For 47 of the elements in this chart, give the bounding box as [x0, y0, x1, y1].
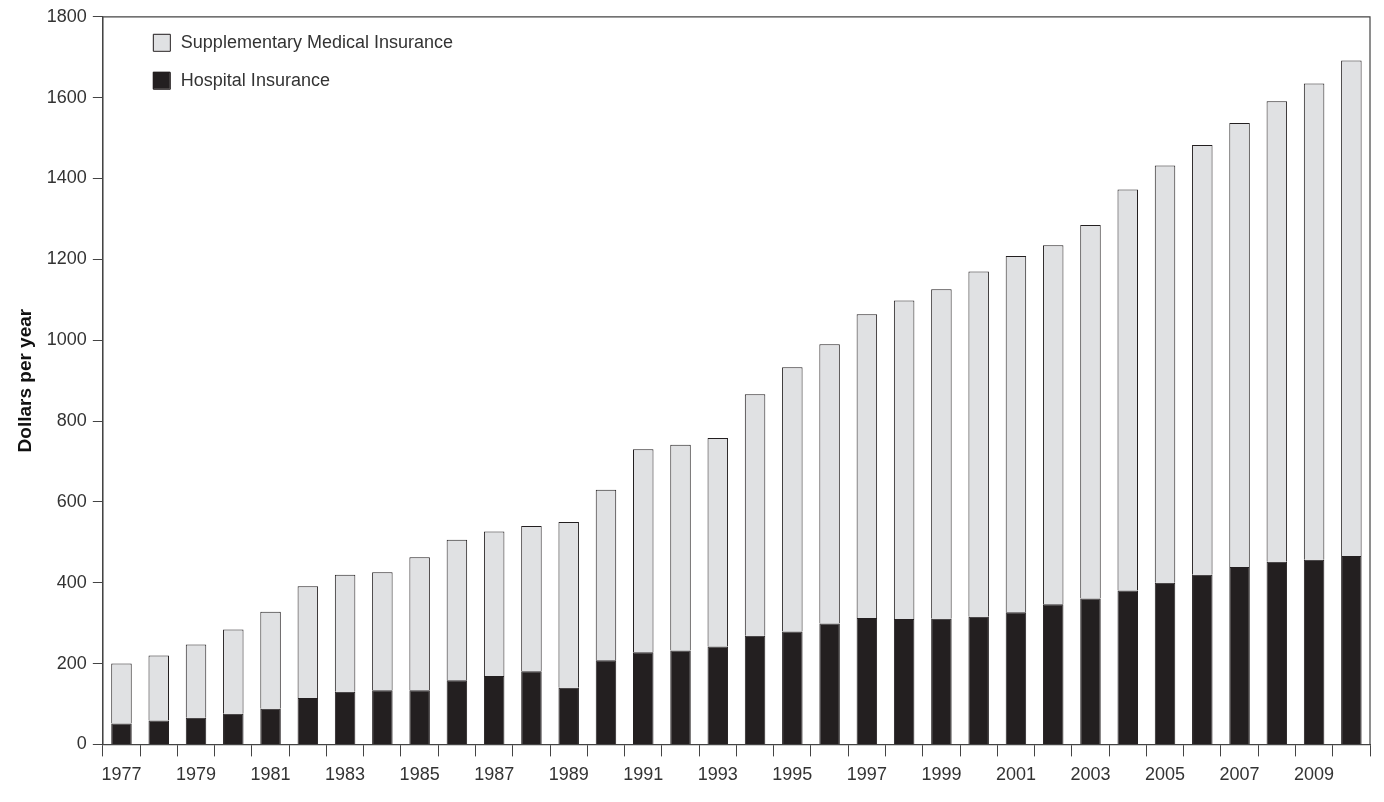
bar	[819, 623, 840, 744]
x-tick-label: 1987	[474, 764, 515, 785]
x-tick-label: 2005	[1145, 764, 1186, 785]
bar	[409, 690, 430, 744]
y-tick-label: 200	[56, 652, 87, 673]
bar	[782, 631, 803, 744]
y-tick-label: 1200	[46, 248, 87, 269]
bar	[1080, 598, 1101, 744]
y-tick-label: 600	[56, 490, 87, 511]
x-tick-label: 1999	[921, 764, 962, 785]
x-tick-label: 2001	[995, 764, 1036, 785]
legend-label: Hospital Insurance	[180, 69, 330, 90]
bar	[968, 616, 989, 744]
x-tick-label: 1993	[697, 764, 738, 785]
legend-label: Supplementary Medical Insurance	[180, 31, 453, 52]
y-tick-label: 1600	[46, 86, 87, 107]
x-tick-label: 1997	[846, 764, 887, 785]
bar	[1229, 566, 1250, 744]
x-tick-label: 1989	[548, 764, 589, 785]
bar	[1341, 556, 1362, 744]
x-tick-label: 1995	[772, 764, 813, 785]
x-tick-label: 1991	[623, 764, 664, 785]
y-tick-label: 1000	[46, 329, 87, 350]
bar	[148, 720, 169, 744]
bar	[372, 690, 393, 744]
y-axis-title: Dollars per year	[13, 308, 35, 453]
x-tick-label: 2009	[1294, 764, 1335, 785]
bar	[670, 650, 691, 744]
x-tick-label: 1981	[250, 764, 291, 785]
x-tick-label: 1985	[399, 764, 440, 785]
bar	[931, 618, 952, 744]
bar	[223, 713, 244, 744]
y-tick-label: 0	[76, 733, 87, 754]
y-tick-label: 400	[56, 571, 87, 592]
bar	[521, 671, 542, 744]
bar	[260, 708, 281, 744]
y-tick-label: 1800	[46, 5, 87, 26]
y-tick-label: 1400	[46, 167, 87, 188]
bar	[1192, 574, 1213, 744]
x-tick-label: 1979	[175, 764, 217, 785]
x-tick-label: 2003	[1070, 764, 1111, 785]
x-tick-label: 1983	[325, 764, 366, 785]
bar	[558, 687, 579, 744]
x-tick-label: 2007	[1219, 764, 1260, 785]
bar	[111, 723, 132, 744]
y-tick-label: 800	[56, 409, 87, 430]
x-tick-label: 1977	[101, 764, 142, 785]
